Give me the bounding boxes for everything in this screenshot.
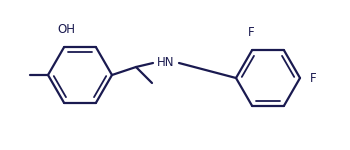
Text: F: F: [310, 72, 317, 84]
Text: HN: HN: [157, 57, 175, 69]
Text: OH: OH: [57, 23, 75, 36]
Text: F: F: [248, 26, 254, 39]
